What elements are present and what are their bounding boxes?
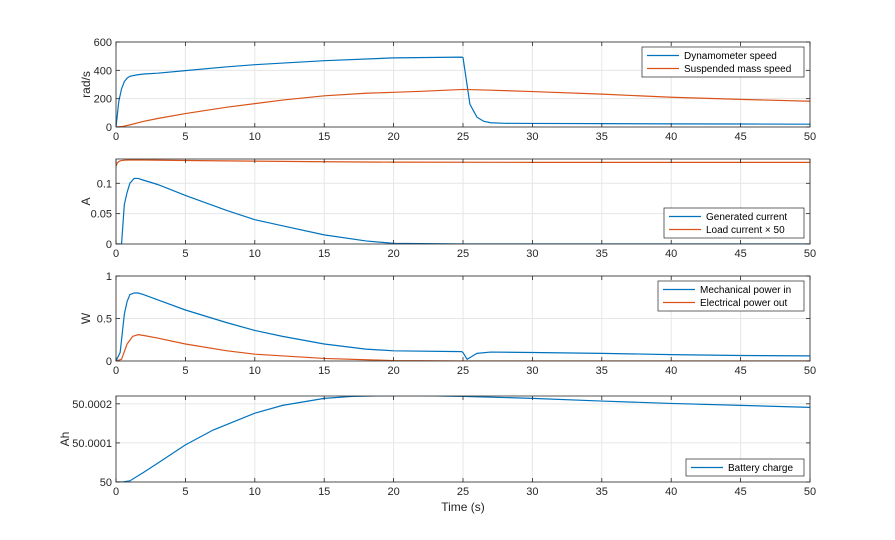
y-axis-label: A (79, 197, 93, 205)
x-tick-label: 45 (734, 131, 746, 143)
x-tick-label: 50 (804, 131, 816, 143)
x-tick-label: 5 (182, 365, 188, 377)
y-tick-label: 0.1 (97, 178, 112, 190)
x-tick-label: 35 (596, 486, 608, 498)
y-tick-label: 600 (94, 37, 112, 49)
x-tick-label: 50 (804, 486, 816, 498)
x-tick-label: 10 (249, 365, 261, 377)
x-tick-label: 25 (457, 248, 469, 260)
x-tick-label: 0 (113, 365, 119, 377)
x-tick-label: 20 (387, 248, 399, 260)
x-tick-label: 45 (734, 365, 746, 377)
x-tick-label: 0 (113, 131, 119, 143)
x-tick-label: 15 (318, 131, 330, 143)
x-tick-label: 50 (804, 365, 816, 377)
x-axis-label: Time (s) (441, 500, 485, 514)
y-tick-label: 400 (94, 65, 112, 77)
y-tick-label: 50.0001 (72, 438, 112, 450)
x-tick-label: 35 (596, 248, 608, 260)
subplots: 0 5 10 15 20 25 30 35 40 45 500200400600rad/sDynam… (58, 37, 816, 498)
y-tick-label: 0.5 (97, 314, 112, 326)
x-tick-label: 45 (734, 248, 746, 260)
x-tick-label: 30 (526, 131, 538, 143)
legend-box (657, 280, 805, 312)
x-tick-label: 25 (457, 131, 469, 143)
x-tick-label: 50 (804, 248, 816, 260)
y-axis-label: W (79, 312, 93, 324)
legend-label-1: Dynamometer speed (684, 51, 777, 62)
subplot-4: 0 5 10 15 20 25 30 35 40 45 50 50 50.0001 50.0002 Ah Ba… (58, 395, 816, 498)
subplot-1: 0 5 10 15 20 25 30 35 40 45 50 0 200 400 600 rad/s Dynam… (79, 37, 816, 143)
legend: Mechanical power in Electrical power out (657, 280, 805, 312)
x-tick-label: 45 (734, 486, 746, 498)
x-tick-label: 35 (596, 365, 608, 377)
legend-label-1: Mechanical power in (700, 285, 791, 296)
series-line-2 (116, 334, 810, 361)
x-tick-label: 5 (182, 131, 188, 143)
x-tick-label: 30 (526, 248, 538, 260)
x-tick-label: 10 (249, 486, 261, 498)
x-tick-label: 25 (457, 365, 469, 377)
legend-label-1: Generated current (706, 212, 787, 223)
series-line-1 (116, 292, 810, 361)
legend: Dynamometer speed Suspended mass speed (641, 46, 805, 78)
x-tick-label: 15 (318, 248, 330, 260)
x-tick-label: 30 (526, 486, 538, 498)
subplot-2: 0 5 10 15 20 25 30 35 40 45 50 0 0.05 0.1 A Generated c… (79, 158, 816, 260)
y-tick-label: 0 (106, 122, 112, 134)
legend-label-2: Electrical power out (700, 298, 787, 309)
y-tick-label: 50 (100, 477, 112, 489)
legend-label-1: Battery charge (728, 463, 793, 474)
series-line-1 (116, 56, 810, 127)
y-tick-label: 50.0002 (72, 399, 112, 411)
x-tick-label: 5 (182, 248, 188, 260)
x-tick-label: 15 (318, 486, 330, 498)
y-tick-label: 0.05 (91, 209, 112, 221)
y-axis-label: rad/s (79, 71, 93, 98)
x-tick-label: 0 (113, 248, 119, 260)
x-tick-label: 20 (387, 365, 399, 377)
legend-box (641, 46, 805, 78)
x-tick-label: 20 (387, 486, 399, 498)
y-tick-label: 1 (106, 271, 112, 283)
x-tick-label: 35 (596, 131, 608, 143)
y-tick-label: 0 (106, 356, 112, 368)
x-tick-label: 10 (249, 248, 261, 260)
x-tick-label: 25 (457, 486, 469, 498)
legend: Generated current Load current × 50 (663, 207, 805, 239)
series-line-2 (116, 88, 810, 127)
y-tick-label: 0 (106, 239, 112, 251)
subplot-3: 0 5 10 15 20 25 30 35 40 45 50 0 0.5 1 W Mechanical pow… (79, 271, 816, 377)
x-tick-label: 30 (526, 365, 538, 377)
x-tick-label: 10 (249, 131, 261, 143)
x-tick-label: 40 (665, 365, 677, 377)
x-tick-label: 40 (665, 486, 677, 498)
x-tick-label: 40 (665, 131, 677, 143)
legend: Battery charge (685, 458, 805, 477)
y-axis-label: Ah (58, 432, 72, 447)
legend-label-2: Load current × 50 (706, 225, 785, 236)
x-tick-label: 40 (665, 248, 677, 260)
x-tick-label: 5 (182, 486, 188, 498)
x-tick-label: 20 (387, 131, 399, 143)
legend-box (685, 458, 805, 477)
y-tick-label: 200 (94, 94, 112, 106)
x-tick-label: 0 (113, 486, 119, 498)
legend-box (663, 207, 805, 239)
legend-label-2: Suspended mass speed (684, 64, 791, 75)
x-tick-label: 15 (318, 365, 330, 377)
